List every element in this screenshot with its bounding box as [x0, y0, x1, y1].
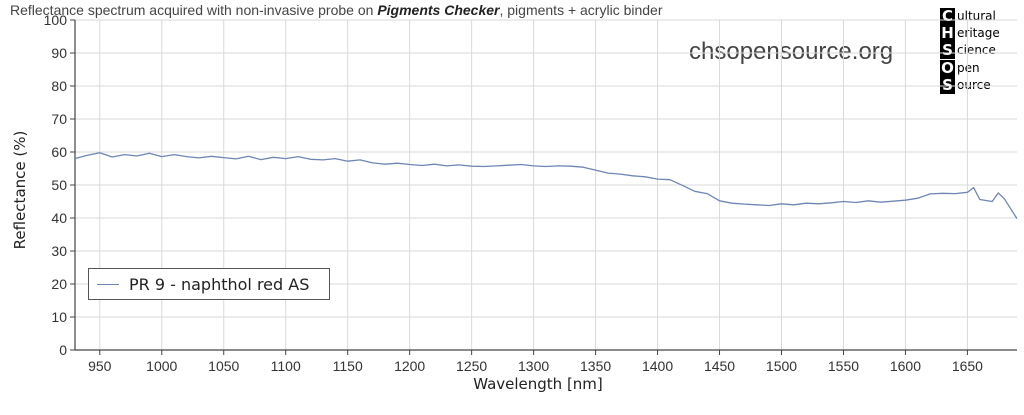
- y-tick-label: 30: [51, 243, 67, 259]
- website-watermark: chsopensource.org: [689, 38, 894, 65]
- x-tick-label: 1450: [704, 358, 735, 374]
- x-tick-label: 1100: [271, 358, 301, 374]
- y-tick-label: 100: [44, 12, 68, 28]
- y-tick-label: 0: [59, 342, 67, 358]
- y-tick-label: 90: [51, 45, 67, 61]
- x-tick-label: 1550: [828, 358, 859, 374]
- axes: [70, 19, 1017, 355]
- y-tick-label: 10: [51, 309, 67, 325]
- chart-title: Reflectance spectrum acquired with non-i…: [10, 2, 663, 18]
- logo-letter: C: [940, 7, 955, 26]
- y-axis-title: Reflectance (%): [11, 131, 29, 250]
- legend-label: PR 9 - naphthol red AS: [129, 274, 310, 294]
- logo-letter: O: [940, 58, 955, 77]
- series-line: [74, 152, 1018, 220]
- x-axis-title: Wavelength [nm]: [473, 375, 603, 393]
- chart-title-emphasis: Pigments Checker: [377, 2, 500, 18]
- y-tick-label: 80: [51, 78, 67, 94]
- logo-word: pen: [957, 60, 980, 75]
- x-tick-label: 1300: [518, 358, 549, 374]
- logo-word: ource: [957, 77, 991, 92]
- x-tick-label: 1500: [766, 358, 797, 374]
- x-tick-label: 1400: [642, 358, 673, 374]
- chart-title-suffix: , pigments + acrylic binder: [499, 2, 663, 18]
- logo-letter: S: [940, 76, 955, 94]
- legend-swatch: [97, 283, 119, 285]
- x-tick-label: 1600: [890, 358, 921, 374]
- grid: [75, 19, 1017, 351]
- legend: PR 9 - naphthol red AS: [88, 268, 330, 300]
- axis-labels: 0 10 20 30 40 50 60 70 80 90 100 950 1000 1050 1100 115…: [11, 12, 983, 393]
- y-tick-label: 50: [51, 177, 67, 193]
- y-tick-label: 60: [51, 144, 67, 160]
- y-tick-label: 20: [51, 276, 67, 292]
- x-tick-label: 1000: [146, 358, 177, 374]
- x-tick-label: 1050: [208, 358, 239, 374]
- x-tick-label: 1350: [580, 358, 611, 374]
- x-tick-label: 1250: [456, 358, 487, 374]
- y-tick-label: 40: [51, 210, 67, 226]
- y-tick-label: 70: [51, 111, 67, 127]
- x-tick-label: 1650: [952, 358, 983, 374]
- logo-letter: H: [940, 24, 955, 43]
- series-layer: [74, 152, 1018, 220]
- x-tick-label: 1200: [394, 358, 425, 374]
- x-tick-label: 1150: [333, 358, 363, 374]
- logo-word: cience: [957, 43, 996, 58]
- x-tick-label: 950: [88, 358, 112, 374]
- chart-title-prefix: Reflectance spectrum acquired with non-i…: [10, 2, 378, 18]
- logo-letter: S: [940, 42, 955, 60]
